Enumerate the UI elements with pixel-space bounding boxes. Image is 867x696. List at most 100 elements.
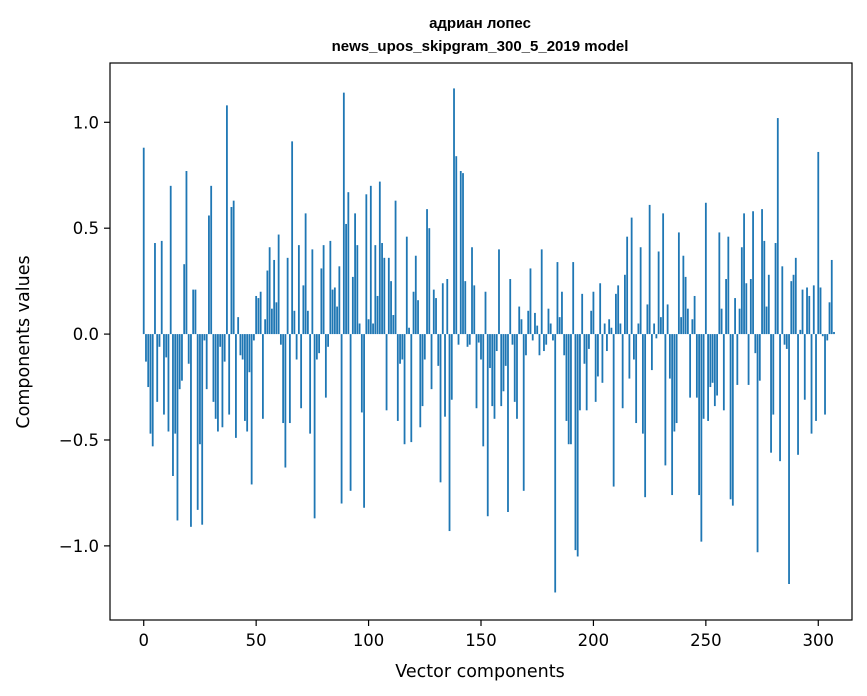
bar-225 (648, 204, 651, 335)
bar-294 (803, 334, 806, 400)
y-tick-label-3: 0.5 (73, 219, 99, 238)
bar-54 (264, 319, 267, 335)
bar-244 (691, 319, 694, 335)
bar-209 (612, 334, 615, 487)
bar-187 (563, 334, 566, 356)
bar-55 (266, 270, 269, 335)
bar-243 (689, 334, 692, 398)
bar-190 (570, 334, 572, 445)
bar-5 (154, 243, 156, 335)
bar-257 (720, 308, 723, 335)
bar-6 (156, 334, 159, 402)
bar-158 (498, 249, 500, 335)
bar-155 (491, 334, 494, 407)
bar-295 (806, 287, 808, 335)
bar-215 (626, 236, 629, 335)
bar-263 (734, 298, 736, 335)
bar-36 (223, 334, 226, 362)
bar-102 (372, 323, 374, 335)
bar-189 (567, 334, 570, 445)
bar-57 (270, 308, 273, 335)
bar-33 (217, 334, 219, 432)
bar-31 (212, 334, 215, 402)
bar-21 (190, 334, 192, 527)
bar-280 (772, 334, 775, 415)
bar-248 (700, 334, 703, 542)
bar-240 (682, 255, 685, 335)
bar-135 (446, 279, 449, 335)
bar-167 (518, 306, 521, 335)
bar-278 (767, 274, 770, 335)
bar-97 (360, 334, 363, 413)
bar-53 (262, 334, 264, 419)
bars-group (142, 88, 835, 593)
bar-96 (358, 323, 361, 335)
bar-227 (653, 323, 656, 335)
bar-266 (740, 247, 743, 335)
bar-171 (527, 310, 530, 335)
bar-149 (477, 334, 480, 343)
bar-254 (713, 334, 716, 407)
bar-217 (630, 217, 633, 335)
bar-169 (522, 334, 525, 491)
bar-177 (540, 249, 543, 335)
bar-224 (646, 304, 649, 335)
bar-128 (430, 334, 433, 390)
bar-51 (257, 298, 260, 335)
bar-200 (592, 291, 595, 335)
bar-80 (322, 245, 325, 335)
bar-264 (736, 334, 739, 385)
bar-82 (327, 334, 329, 347)
bar-281 (774, 243, 777, 335)
bar-211 (617, 285, 620, 335)
bar-50 (255, 295, 258, 335)
bar-156 (493, 334, 496, 419)
bar-152 (484, 291, 487, 335)
bar-251 (707, 334, 709, 421)
bar-245 (693, 295, 696, 335)
bar-92 (349, 334, 352, 491)
bar-183 (554, 334, 557, 593)
bar-237 (675, 334, 678, 424)
bar-153 (486, 334, 489, 517)
bar-10 (165, 334, 168, 358)
bar-181 (549, 323, 552, 335)
bar-71 (302, 285, 305, 335)
bar-204 (601, 334, 604, 383)
bar-107 (383, 257, 386, 335)
bar-162 (507, 334, 509, 512)
bar-93 (351, 276, 354, 335)
bar-108 (385, 334, 388, 411)
bar-7 (158, 334, 161, 347)
bar-228 (655, 334, 658, 339)
bar-277 (765, 306, 768, 335)
bar-1 (145, 334, 147, 362)
bar-15 (176, 334, 179, 521)
bar-180 (547, 308, 550, 335)
bar-214 (624, 274, 626, 335)
bar-144 (466, 334, 469, 347)
bar-69 (297, 245, 300, 335)
bar-98 (363, 334, 365, 508)
bar-20 (187, 334, 190, 364)
bar-285 (783, 334, 786, 345)
bar-121 (414, 255, 417, 335)
bar-206 (606, 334, 608, 352)
bar-35 (221, 334, 224, 428)
bar-125 (423, 334, 426, 360)
bar-157 (495, 334, 498, 352)
bar-218 (633, 334, 635, 360)
y-tick-label-4: 1.0 (73, 113, 99, 132)
bar-231 (662, 213, 665, 335)
bar-22 (192, 289, 195, 335)
bar-195 (581, 293, 584, 335)
bar-145 (468, 334, 471, 345)
bar-52 (259, 291, 262, 335)
bar-46 (246, 334, 249, 432)
bar-127 (428, 228, 431, 335)
bar-203 (599, 283, 602, 335)
bar-42 (237, 317, 240, 335)
bar-137 (450, 334, 453, 400)
bar-159 (500, 334, 503, 407)
bar-282 (776, 118, 779, 335)
